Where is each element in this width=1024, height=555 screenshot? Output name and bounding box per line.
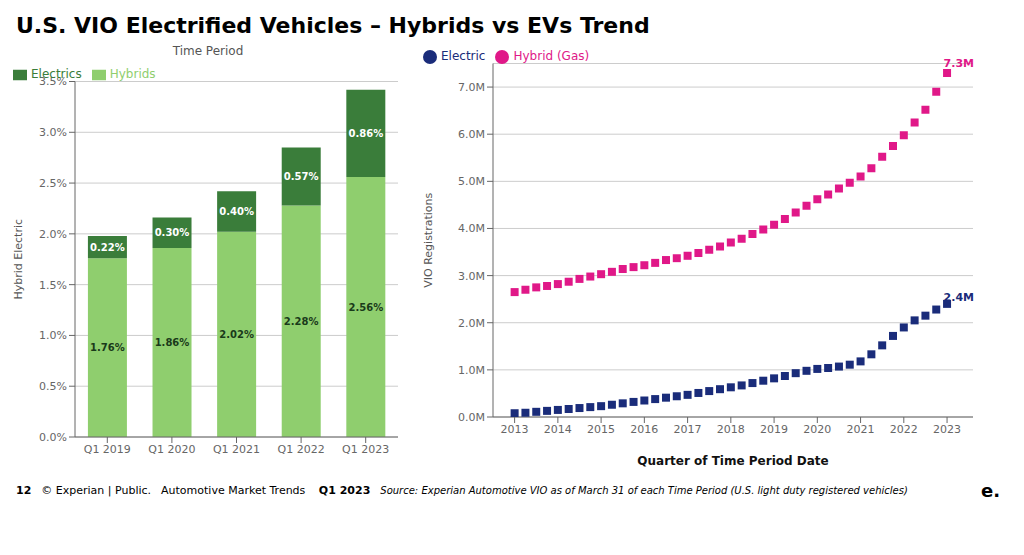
svg-text:2015: 2015 — [587, 423, 615, 436]
svg-text:7.3M: 7.3M — [944, 57, 974, 70]
svg-text:0.86%: 0.86% — [348, 128, 383, 139]
svg-text:2020: 2020 — [803, 423, 831, 436]
svg-text:0.0%: 0.0% — [39, 431, 67, 444]
svg-text:0.5%: 0.5% — [39, 380, 67, 393]
svg-text:Q1 2023: Q1 2023 — [342, 443, 389, 456]
svg-text:5.0M: 5.0M — [458, 175, 485, 188]
svg-text:7.0M: 7.0M — [458, 81, 485, 94]
svg-text:0.30%: 0.30% — [155, 227, 190, 238]
svg-text:Q1 2020: Q1 2020 — [148, 443, 195, 456]
svg-text:2.02%: 2.02% — [219, 329, 254, 340]
svg-text:3.5%: 3.5% — [39, 75, 67, 88]
svg-text:Quarter of Time Period Date: Quarter of Time Period Date — [637, 454, 828, 468]
svg-text:Q1 2022: Q1 2022 — [278, 443, 325, 456]
svg-text:VIO Registrations: VIO Registrations — [422, 192, 435, 287]
svg-text:0.22%: 0.22% — [90, 242, 125, 253]
svg-text:2.28%: 2.28% — [284, 316, 319, 327]
svg-text:0.57%: 0.57% — [284, 171, 319, 182]
svg-text:1.76%: 1.76% — [90, 342, 125, 353]
svg-text:1.86%: 1.86% — [155, 337, 190, 348]
svg-text:1.0M: 1.0M — [458, 364, 485, 377]
svg-text:2017: 2017 — [674, 423, 702, 436]
svg-text:0.40%: 0.40% — [219, 206, 254, 217]
svg-text:3.0%: 3.0% — [39, 126, 67, 139]
svg-text:2.4M: 2.4M — [944, 291, 974, 304]
svg-text:Q1 2019: Q1 2019 — [84, 443, 131, 456]
svg-text:2014: 2014 — [544, 423, 572, 436]
svg-text:2019: 2019 — [760, 423, 788, 436]
svg-text:6.0M: 6.0M — [458, 128, 485, 141]
svg-text:2.5%: 2.5% — [39, 177, 67, 190]
svg-text:2022: 2022 — [890, 423, 918, 436]
svg-text:1.5%: 1.5% — [39, 279, 67, 292]
svg-text:2.0M: 2.0M — [458, 317, 485, 330]
svg-text:Q1 2021: Q1 2021 — [213, 443, 260, 456]
svg-text:2.56%: 2.56% — [348, 302, 383, 313]
svg-text:3.0M: 3.0M — [458, 270, 485, 283]
svg-text:2016: 2016 — [630, 423, 658, 436]
svg-text:2023: 2023 — [933, 423, 961, 436]
svg-text:2.0%: 2.0% — [39, 228, 67, 241]
svg-text:2018: 2018 — [717, 423, 745, 436]
svg-text:0.0M: 0.0M — [458, 411, 485, 424]
svg-text:2013: 2013 — [501, 423, 529, 436]
svg-text:4.0M: 4.0M — [458, 222, 485, 235]
svg-text:1.0%: 1.0% — [39, 329, 67, 342]
svg-text:Hybrid Electric: Hybrid Electric — [12, 219, 25, 300]
svg-text:2021: 2021 — [847, 423, 875, 436]
